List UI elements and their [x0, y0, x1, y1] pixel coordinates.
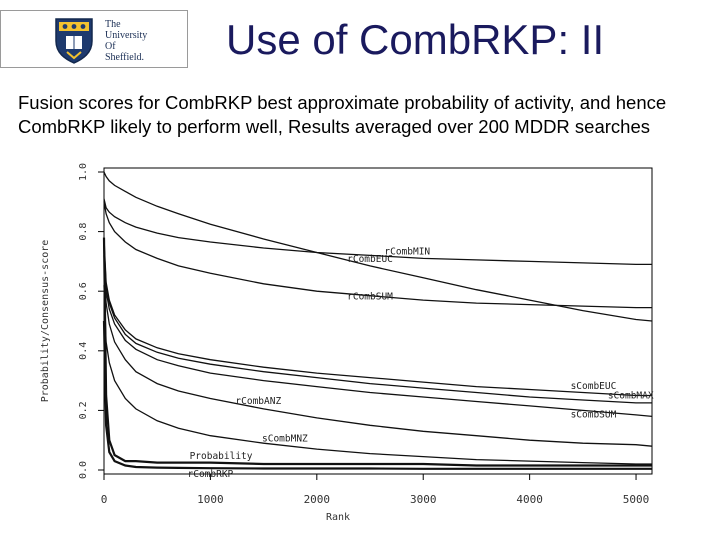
series-line-scombmax — [103, 243, 652, 404]
university-logo: The University Of Sheffield. — [0, 10, 188, 68]
series-line-rcombanz — [103, 255, 653, 447]
y-tick-label: 0.8 — [78, 223, 89, 241]
series-line-scombmnz — [103, 285, 652, 465]
y-tick-label: 1.0 — [78, 163, 89, 181]
y-tick-label: 0.4 — [78, 342, 89, 360]
plot-frame — [103, 167, 653, 475]
x-tick-label: 3000 — [410, 493, 437, 506]
series-line-scombsum — [103, 246, 653, 418]
slide-title: Use of CombRKP: II — [226, 16, 605, 63]
x-tick-label: 1000 — [197, 493, 224, 506]
series-label-rcombanz: rCombANZ — [235, 396, 281, 407]
series-line-probability — [102, 237, 652, 467]
series-line-rcombeuc — [103, 171, 653, 322]
x-axis-label: Rank — [326, 512, 350, 523]
fusion-scores-chart: 0.0 0.2 0.4 0.6 0.8 1.0 0 1000 2000 3000 4000 5000 R… — [40, 163, 654, 523]
y-tick-label: 0.0 — [78, 461, 89, 479]
series-label-rcombmin: rCombMIN — [384, 247, 430, 258]
series-line-rcombrkp — [102, 320, 652, 470]
series-label-rcombeuc: rCombEUC — [347, 254, 393, 265]
series-line-scombeuc — [103, 237, 652, 397]
series-label-scombeuc: sCombEUC — [571, 381, 617, 392]
series-label-scombsum: sCombSUM — [571, 409, 617, 420]
series-line-rcombsum — [103, 201, 652, 309]
x-tick-label: 0 — [101, 493, 108, 506]
x-tick-label: 2000 — [304, 493, 331, 506]
series-line-rcombmin — [103, 198, 652, 266]
slide-subtitle: Fusion scores for CombRKP best approxima… — [18, 92, 667, 137]
series-label-rcombrkp: rCombRKP — [188, 469, 234, 480]
y-tick-label: 0.6 — [78, 282, 89, 300]
x-tick-label: 5000 — [623, 493, 650, 506]
series-label-scombmnz: sCombMNZ — [262, 434, 308, 445]
series-label-scombmax: sCombMAX — [608, 391, 654, 402]
shield-crest-icon — [55, 18, 93, 64]
y-axis-label: Probability/Consensus-score — [40, 240, 51, 403]
series-label-rcombsum: rCombSUM — [347, 292, 393, 303]
y-tick-label: 0.2 — [78, 401, 89, 419]
x-tick-label: 4000 — [516, 493, 543, 506]
university-logo-text: The University Of Sheffield. — [105, 19, 148, 63]
series-label-probability: Probability — [190, 451, 253, 462]
